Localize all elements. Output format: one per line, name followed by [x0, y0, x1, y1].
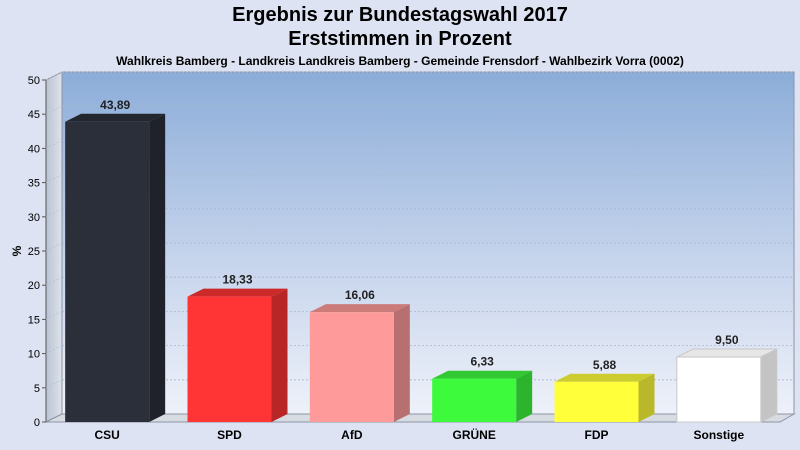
- bar-spd: [187, 288, 288, 422]
- bar-front: [432, 378, 517, 422]
- chart-title-line2: Erststimmen in Prozent: [288, 28, 512, 50]
- gridline-side: [45, 105, 63, 115]
- x-tick-label: Sonstige: [693, 428, 744, 442]
- bar-front: [65, 121, 150, 423]
- gridline-side: [45, 276, 63, 286]
- bar-front: [676, 356, 762, 423]
- y-tick-label: 45: [28, 109, 40, 121]
- bar-front: [309, 312, 394, 422]
- bar-value-label: 9,50: [715, 333, 739, 347]
- bar-front: [554, 381, 639, 422]
- gridline-side: [45, 208, 63, 218]
- y-tick-label: 35: [28, 178, 40, 190]
- y-tick-label: 15: [28, 314, 40, 326]
- gridline-side: [45, 242, 63, 252]
- bar-top: [432, 370, 533, 379]
- y-tick-label: 20: [28, 280, 40, 292]
- chart-title: Ergebnis zur Bundestagswahl 2017: [232, 4, 568, 26]
- bar-side: [760, 348, 778, 423]
- bar-value-label: 6,33: [470, 355, 494, 369]
- bar-value-label: 43,89: [100, 98, 130, 112]
- y-tick-label: 30: [28, 212, 40, 224]
- bar-side: [516, 370, 533, 422]
- x-axis-labels: CSU SPD AfD GRÜNE FDP Sonstige: [94, 427, 744, 442]
- gridline-side: [45, 345, 63, 354]
- bar-top: [554, 373, 655, 382]
- x-tick-label: FDP: [585, 428, 609, 442]
- y-axis: 0 5 10 15 20 25 30 35 40 45 50%: [10, 71, 794, 429]
- bar-side: [393, 304, 410, 422]
- y-axis-label: %: [10, 245, 24, 256]
- y-tick-label: 5: [34, 383, 40, 395]
- bar-grüne: [432, 370, 533, 422]
- bar-side: [638, 373, 655, 422]
- gridline-side: [45, 311, 63, 320]
- bar-value-label: 18,33: [222, 273, 252, 287]
- bar-side: [271, 288, 288, 422]
- y-tick-label: 0: [34, 417, 40, 429]
- y-tick-label: 50: [28, 75, 40, 87]
- x-tick-label: GRÜNE: [452, 427, 495, 442]
- y-tick-label: 40: [28, 143, 40, 155]
- gridline-side: [45, 379, 63, 389]
- x-tick-label: AfD: [341, 428, 363, 442]
- bar-fdp: [554, 373, 655, 422]
- bar-top: [65, 113, 166, 122]
- bar-afd: [309, 304, 410, 422]
- bar-value-label: 5,88: [593, 358, 617, 372]
- x-tick-label: SPD: [217, 428, 242, 442]
- x-tick-label: CSU: [94, 428, 119, 442]
- y-tick-label: 25: [28, 246, 40, 258]
- gridline-side: [45, 71, 63, 81]
- bar-sonstige: [676, 348, 778, 423]
- bar-side: [149, 113, 166, 423]
- bar-csu: [65, 113, 166, 423]
- bars: [65, 113, 778, 423]
- chart-subtitle: Wahlkreis Bamberg - Landkreis Landkreis …: [116, 54, 684, 68]
- bar-value-label: 16,06: [345, 288, 375, 302]
- bar-top: [309, 304, 410, 313]
- bar-top: [676, 348, 778, 358]
- gridline-side: [45, 174, 63, 183]
- y-tick-label: 10: [28, 349, 40, 361]
- gridline-side: [45, 140, 63, 149]
- bar-value-labels: 43,89 18,33 16,06 6,33 5,88 9,50: [100, 98, 739, 372]
- bar-top: [187, 288, 288, 297]
- bar-front: [187, 296, 272, 422]
